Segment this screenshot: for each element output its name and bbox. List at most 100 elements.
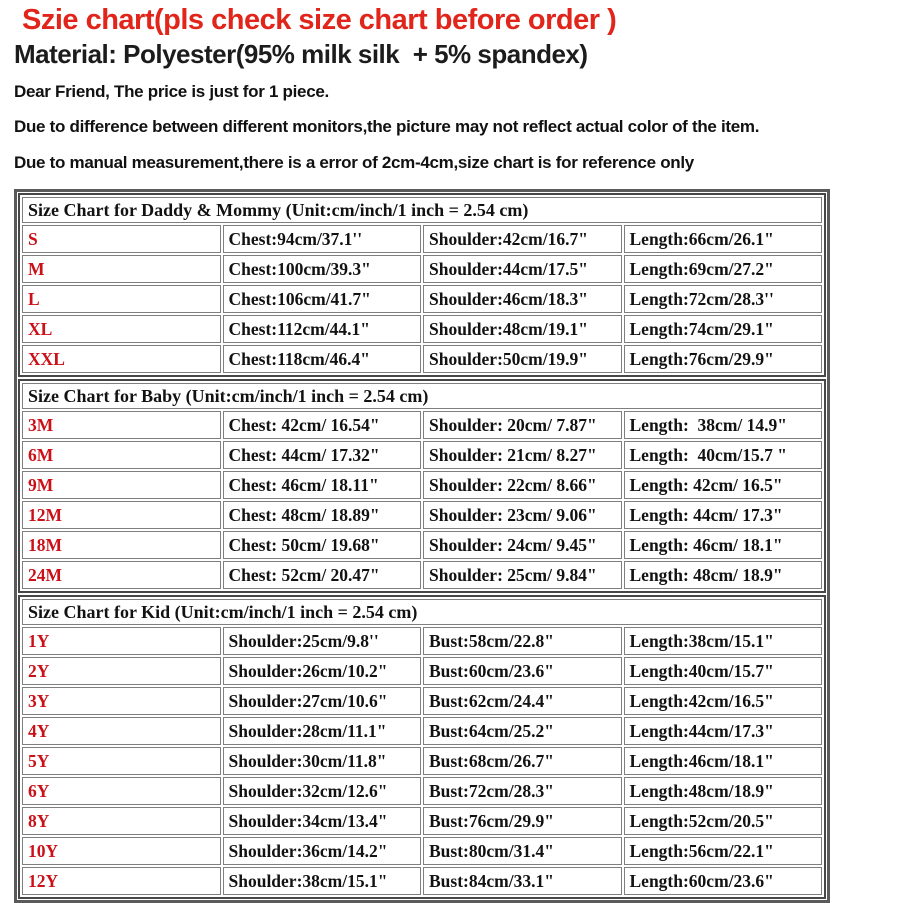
table-row: XXL Chest:118cm/46.4" Shoulder:50cm/19.9" L… (22, 345, 822, 373)
table-row: 12M Chest: 48cm/ 18.89" Shoulder: 23cm/ 9.… (22, 501, 822, 529)
measurement-cell: Length: 46cm/ 18.1" (623, 531, 822, 559)
size-label-cell: S (22, 225, 221, 253)
measurement-cell: Length:42cm/16.5" (623, 687, 822, 715)
measurement-cell: Shoulder:32cm/12.6" (222, 777, 421, 805)
measurement-cell: Length: 42cm/ 16.5" (623, 471, 822, 499)
table-row: L Chest:106cm/41.7" Shoulder:46cm/18.3" Len… (22, 285, 822, 313)
measurement-cell: Shoulder:38cm/15.1" (222, 867, 421, 895)
measurement-cell: Length:48cm/18.9" (623, 777, 822, 805)
size-charts-container: Size Chart for Daddy & Mommy (Unit:cm/in… (14, 189, 830, 903)
table-row: 1Y Shoulder:25cm/9.8'' Bust:58cm/22.8" Leng… (22, 627, 822, 655)
size-chart-baby: Size Chart for Baby (Unit:cm/inch/1 inch… (18, 379, 826, 593)
table-row: 6M Chest: 44cm/ 17.32" Shoulder: 21cm/ 8.2… (22, 441, 822, 469)
measurement-cell: Length: 38cm/ 14.9" (623, 411, 822, 439)
table-row: M Chest:100cm/39.3" Shoulder:44cm/17.5" Len… (22, 255, 822, 283)
measurement-cell: Chest:94cm/37.1'' (222, 225, 421, 253)
table-row: 10Y Shoulder:36cm/14.2" Bust:80cm/31.4" Len… (22, 837, 822, 865)
table-row: 3Y Shoulder:27cm/10.6" Bust:62cm/24.4" Leng… (22, 687, 822, 715)
measurement-cell: Shoulder:27cm/10.6" (222, 687, 421, 715)
size-label-cell: 24M (22, 561, 221, 589)
table-header-row: Size Chart for Kid (Unit:cm/inch/1 inch … (22, 599, 822, 625)
measurement-cell: Shoulder: 22cm/ 8.66" (423, 471, 622, 499)
size-label-cell: 9M (22, 471, 221, 499)
table-row: 3M Chest: 42cm/ 16.54" Shoulder: 20cm/ 7.8… (22, 411, 822, 439)
measurement-cell: Bust:84cm/33.1" (423, 867, 622, 895)
note-price: Dear Friend, The price is just for 1 pie… (14, 82, 329, 101)
measurement-cell: Shoulder:44cm/17.5" (423, 255, 622, 283)
measurement-cell: Length:60cm/23.6" (623, 867, 822, 895)
measurement-cell: Length:69cm/27.2" (623, 255, 822, 283)
table-row: 9M Chest: 46cm/ 18.11" Shoulder: 22cm/ 8.6… (22, 471, 822, 499)
table-row: 18M Chest: 50cm/ 19.68" Shoulder: 24cm/ 9.… (22, 531, 822, 559)
size-label-cell: 6M (22, 441, 221, 469)
measurement-cell: Shoulder:48cm/19.1" (423, 315, 622, 343)
measurement-cell: Chest:112cm/44.1" (222, 315, 421, 343)
size-chart-daddy-mommy: Size Chart for Daddy & Mommy (Unit:cm/in… (18, 193, 826, 377)
measurement-cell: Bust:60cm/23.6" (423, 657, 622, 685)
measurement-cell: Bust:64cm/25.2" (423, 717, 622, 745)
note-monitor-color: Due to difference between different moni… (14, 117, 760, 136)
material-heading: Material: Polyester(95% milk silk + 5% s… (14, 39, 588, 69)
measurement-cell: Length:72cm/28.3'' (623, 285, 822, 313)
size-chart-kid: Size Chart for Kid (Unit:cm/inch/1 inch … (18, 595, 826, 899)
measurement-cell: Chest: 50cm/ 19.68" (222, 531, 421, 559)
measurement-cell: Length:52cm/20.5" (623, 807, 822, 835)
measurement-cell: Length:46cm/18.1" (623, 747, 822, 775)
measurement-cell: Length:74cm/29.1" (623, 315, 822, 343)
table-row: 12Y Shoulder:38cm/15.1" Bust:84cm/33.1" Len… (22, 867, 822, 895)
size-label-cell: 3M (22, 411, 221, 439)
measurement-cell: Chest: 42cm/ 16.54" (222, 411, 421, 439)
measurement-cell: Length:56cm/22.1" (623, 837, 822, 865)
size-label-cell: L (22, 285, 221, 313)
table-row: 8Y Shoulder:34cm/13.4" Bust:76cm/29.9" Leng… (22, 807, 822, 835)
measurement-cell: Shoulder:26cm/10.2" (222, 657, 421, 685)
measurement-cell: Shoulder:34cm/13.4" (222, 807, 421, 835)
table-title: Size Chart for Kid (Unit:cm/inch/1 inch … (22, 599, 822, 625)
measurement-cell: Chest: 44cm/ 17.32" (222, 441, 421, 469)
measurement-cell: Shoulder:28cm/11.1" (222, 717, 421, 745)
size-label-cell: 5Y (22, 747, 221, 775)
measurement-cell: Shoulder: 25cm/ 9.84" (423, 561, 622, 589)
table-row: 4Y Shoulder:28cm/11.1" Bust:64cm/25.2" Leng… (22, 717, 822, 745)
size-label-cell: M (22, 255, 221, 283)
table-header-row: Size Chart for Baby (Unit:cm/inch/1 inch… (22, 383, 822, 409)
size-label-cell: 12Y (22, 867, 221, 895)
measurement-cell: Shoulder:25cm/9.8'' (222, 627, 421, 655)
measurement-cell: Shoulder: 20cm/ 7.87" (423, 411, 622, 439)
measurement-cell: Chest: 48cm/ 18.89" (222, 501, 421, 529)
measurement-cell: Length: 40cm/15.7 " (623, 441, 822, 469)
measurement-cell: Length: 44cm/ 17.3" (623, 501, 822, 529)
measurement-cell: Length:38cm/15.1" (623, 627, 822, 655)
size-label-cell: 2Y (22, 657, 221, 685)
table-row: S Chest:94cm/37.1'' Shoulder:42cm/16.7" Len… (22, 225, 822, 253)
size-label-cell: 12M (22, 501, 221, 529)
measurement-cell: Bust:68cm/26.7" (423, 747, 622, 775)
measurement-cell: Chest:100cm/39.3" (222, 255, 421, 283)
measurement-cell: Length:44cm/17.3" (623, 717, 822, 745)
measurement-cell: Chest:106cm/41.7" (222, 285, 421, 313)
measurement-cell: Shoulder:30cm/11.8" (222, 747, 421, 775)
measurement-cell: Shoulder:46cm/18.3" (423, 285, 622, 313)
measurement-cell: Chest: 46cm/ 18.11" (222, 471, 421, 499)
table-row: XL Chest:112cm/44.1" Shoulder:48cm/19.1" Le… (22, 315, 822, 343)
measurement-cell: Length: 48cm/ 18.9" (623, 561, 822, 589)
measurement-cell: Bust:58cm/22.8" (423, 627, 622, 655)
measurement-cell: Bust:80cm/31.4" (423, 837, 622, 865)
table-row: 5Y Shoulder:30cm/11.8" Bust:68cm/26.7" Leng… (22, 747, 822, 775)
table-title: Size Chart for Baby (Unit:cm/inch/1 inch… (22, 383, 822, 409)
table-row: 24M Chest: 52cm/ 20.47" Shoulder: 25cm/ 9.… (22, 561, 822, 589)
measurement-cell: Length:76cm/29.9" (623, 345, 822, 373)
table-title: Size Chart for Daddy & Mommy (Unit:cm/in… (22, 197, 822, 223)
measurement-cell: Chest:118cm/46.4" (222, 345, 421, 373)
measurement-cell: Bust:72cm/28.3" (423, 777, 622, 805)
size-label-cell: XXL (22, 345, 221, 373)
measurement-cell: Shoulder:36cm/14.2" (222, 837, 421, 865)
size-label-cell: 18M (22, 531, 221, 559)
measurement-cell: Shoulder: 24cm/ 9.45" (423, 531, 622, 559)
measurement-cell: Shoulder:42cm/16.7" (423, 225, 622, 253)
size-label-cell: 1Y (22, 627, 221, 655)
size-label-cell: 8Y (22, 807, 221, 835)
measurement-cell: Shoulder: 21cm/ 8.27" (423, 441, 622, 469)
table-row: 6Y Shoulder:32cm/12.6" Bust:72cm/28.3" Leng… (22, 777, 822, 805)
